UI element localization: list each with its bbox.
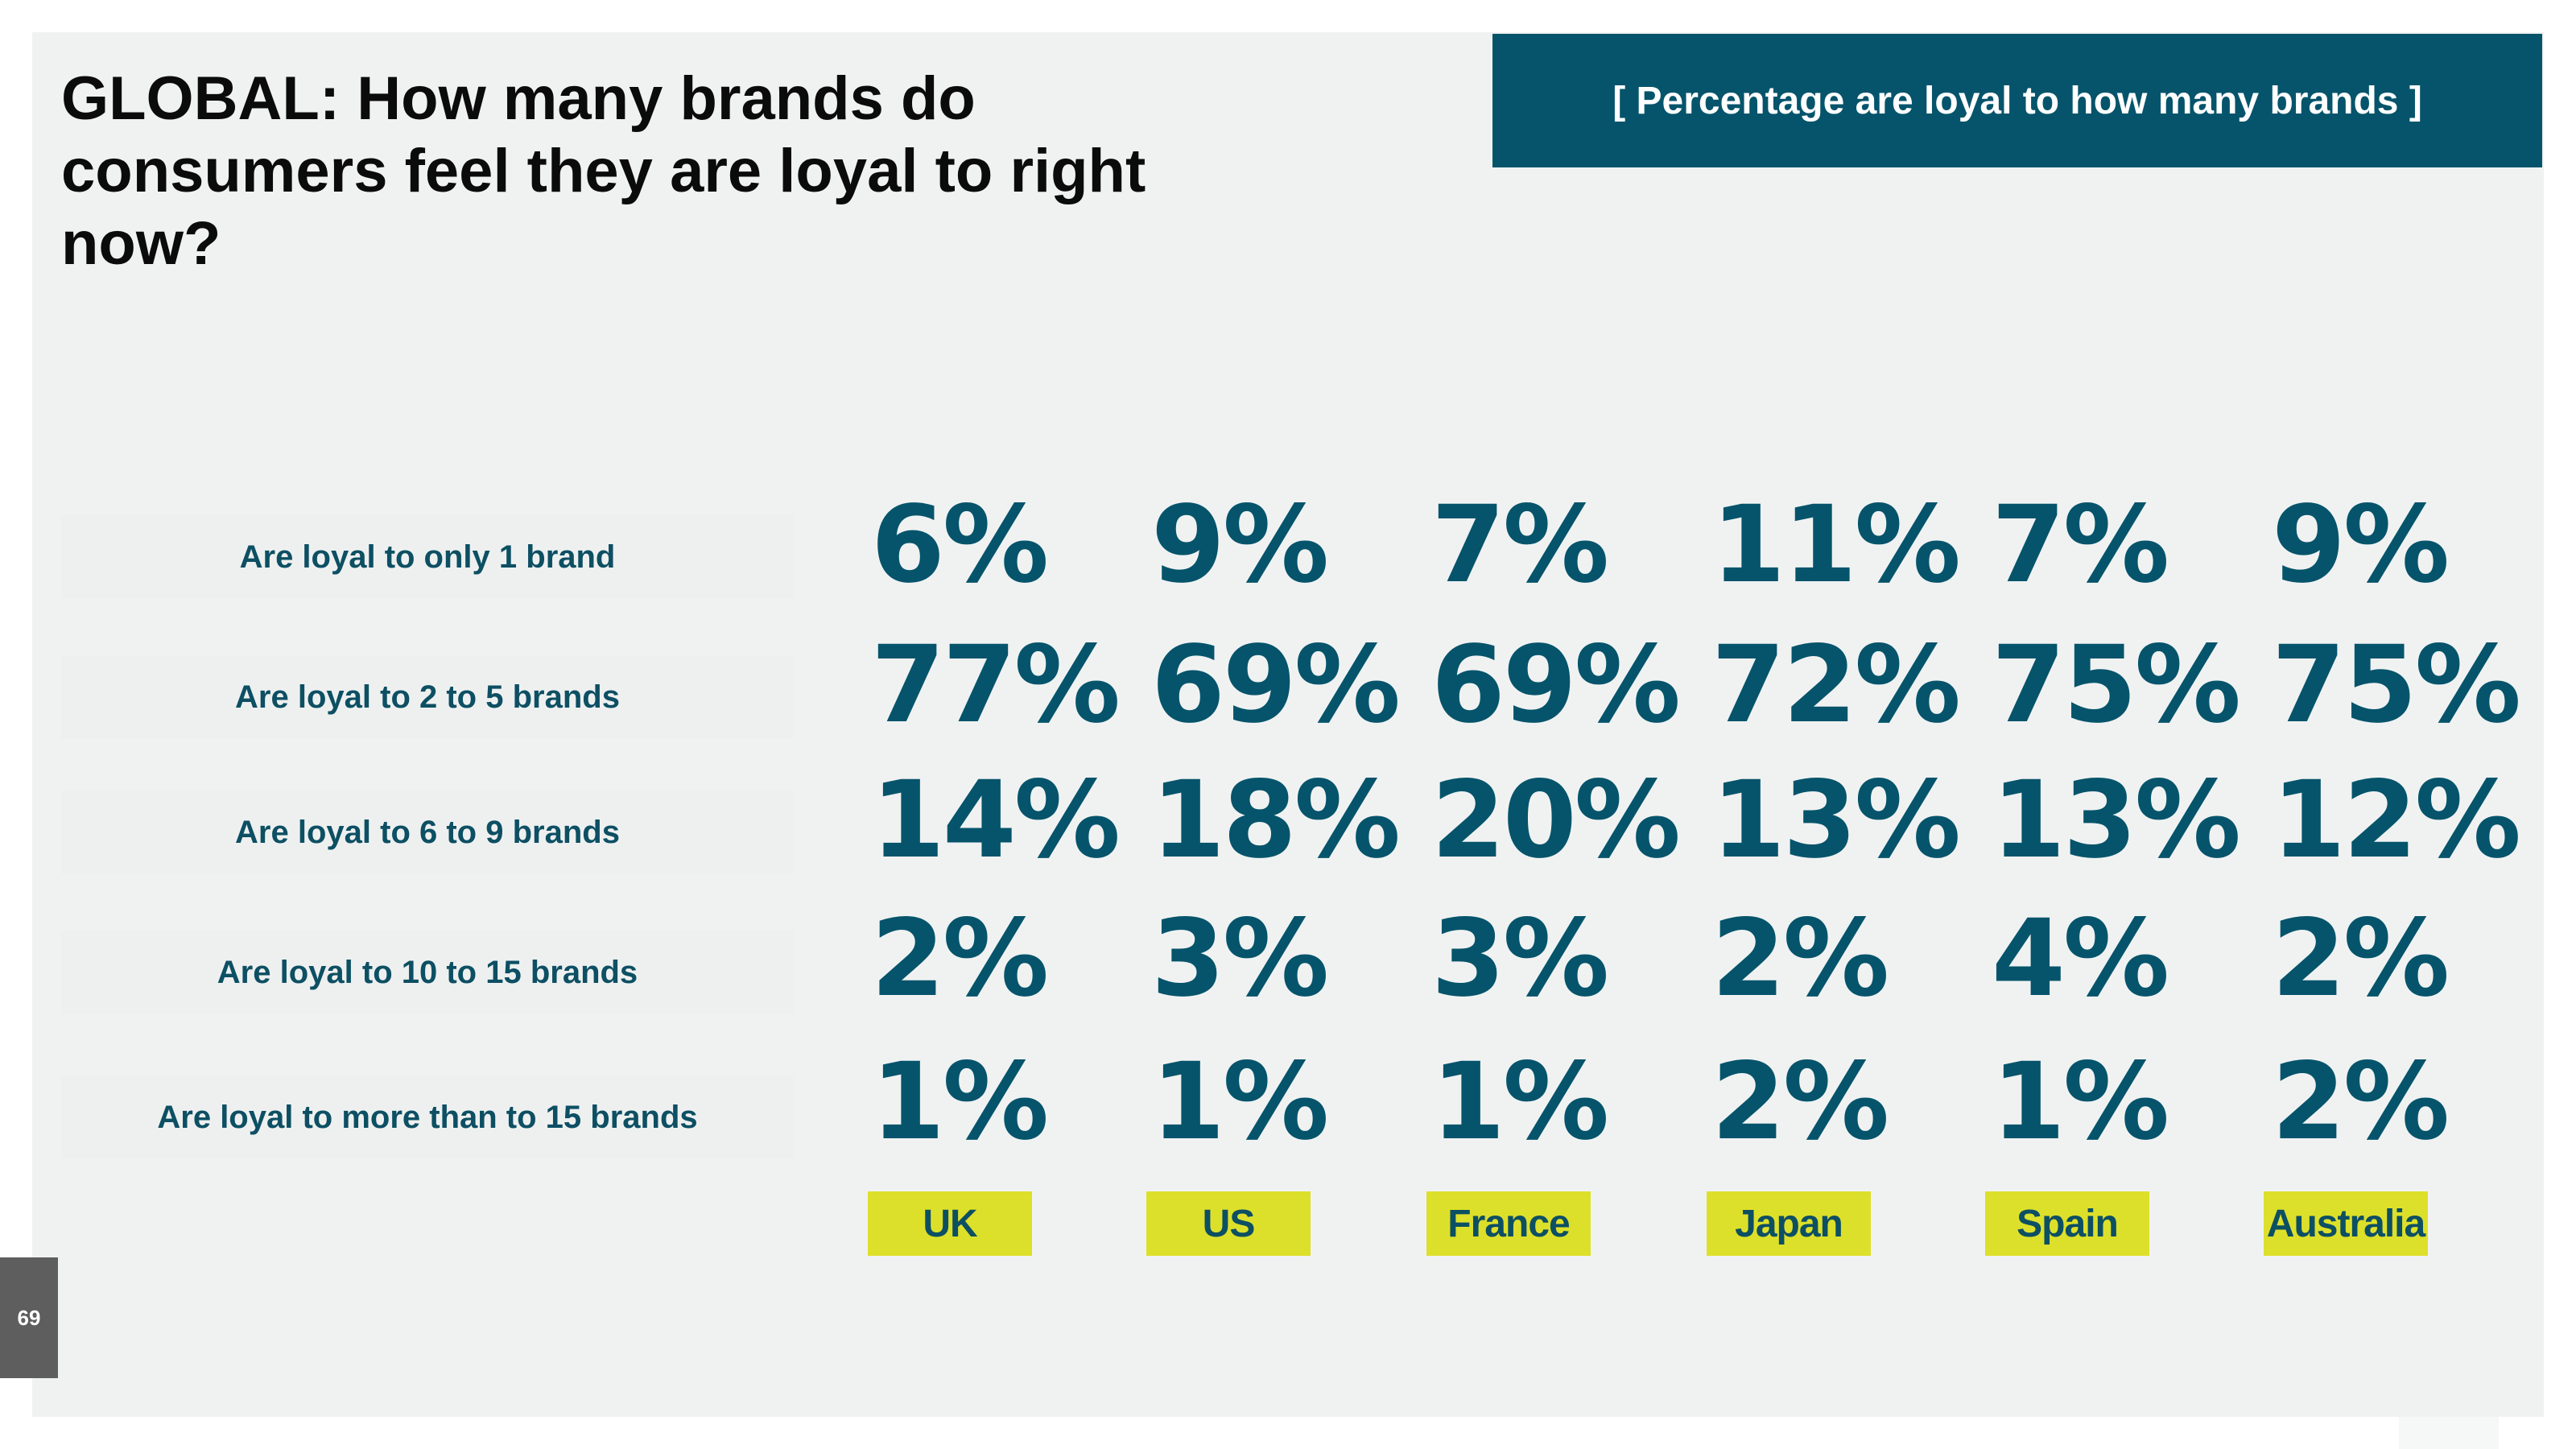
value-cell: 7% — [1431, 483, 1609, 607]
value-cell: 11% — [1711, 483, 1961, 607]
value-cell: 13% — [1992, 758, 2241, 882]
value-cell: 75% — [1992, 623, 2241, 747]
country-label: Japan — [1735, 1202, 1843, 1245]
value-cell: 1% — [1151, 1040, 1329, 1164]
country-label: US — [1202, 1202, 1256, 1245]
value-cell: 3% — [1431, 897, 1609, 1021]
value-cell: 18% — [1151, 758, 1401, 882]
country-label: UK — [923, 1202, 977, 1245]
subtitle-banner: [ Percentage are loyal to how many brand… — [1492, 34, 2542, 167]
country-label: Spain — [2017, 1202, 2119, 1245]
corner-patch — [2399, 1417, 2499, 1449]
value-cell: 3% — [1151, 897, 1329, 1021]
value-cell: 2% — [2272, 897, 2450, 1021]
value-cell: 2% — [1711, 1040, 1889, 1164]
value-cell: 6% — [871, 483, 1049, 607]
country-tag-australia: Australia — [2264, 1191, 2428, 1256]
row-label-10-15-brands: Are loyal to 10 to 15 brands — [61, 931, 794, 1014]
value-cell: 2% — [2272, 1040, 2450, 1164]
page-title: GLOBAL: How many brands do consumers fee… — [61, 64, 1146, 278]
value-cell: 9% — [1151, 483, 1329, 607]
country-tag-france: France — [1426, 1191, 1591, 1256]
country-label: Australia — [2266, 1202, 2425, 1245]
row-label-text: Are loyal to 6 to 9 brands — [235, 814, 620, 850]
row-label-text: Are loyal to more than to 15 brands — [157, 1099, 698, 1135]
page-number-tab: 69 — [0, 1257, 58, 1378]
value-cell: 1% — [871, 1040, 1049, 1164]
value-cell: 75% — [2272, 623, 2521, 747]
row-label-6-9-brands: Are loyal to 6 to 9 brands — [61, 791, 794, 874]
page-number: 69 — [17, 1305, 41, 1330]
value-cell: 69% — [1431, 623, 1681, 747]
row-label-15-plus-brands: Are loyal to more than to 15 brands — [61, 1075, 794, 1159]
country-label: France — [1447, 1202, 1570, 1245]
value-cell: 2% — [1711, 897, 1889, 1021]
row-label-text: Are loyal to 2 to 5 brands — [235, 679, 620, 715]
row-label-text: Are loyal to 10 to 15 brands — [217, 954, 638, 990]
value-cell: 1% — [1992, 1040, 2169, 1164]
subtitle-text: [ Percentage are loyal to how many brand… — [1612, 79, 2422, 122]
country-tag-us: US — [1146, 1191, 1311, 1256]
value-cell: 13% — [1711, 758, 1961, 882]
value-cell: 4% — [1992, 897, 2169, 1021]
country-tag-spain: Spain — [1985, 1191, 2149, 1256]
value-cell: 7% — [1992, 483, 2169, 607]
row-label-text: Are loyal to only 1 brand — [239, 539, 616, 575]
row-label-1-brand: Are loyal to only 1 brand — [61, 515, 794, 599]
value-cell: 2% — [871, 897, 1049, 1021]
value-cell: 72% — [1711, 623, 1961, 747]
value-cell: 14% — [871, 758, 1121, 882]
country-tag-uk: UK — [868, 1191, 1032, 1256]
country-tag-japan: Japan — [1707, 1191, 1871, 1256]
value-cell: 20% — [1431, 758, 1681, 882]
row-label-2-5-brands: Are loyal to 2 to 5 brands — [61, 655, 794, 739]
value-cell: 77% — [871, 623, 1121, 747]
value-cell: 1% — [1431, 1040, 1609, 1164]
value-cell: 69% — [1151, 623, 1401, 747]
value-cell: 12% — [2272, 758, 2521, 882]
value-cell: 9% — [2272, 483, 2450, 607]
